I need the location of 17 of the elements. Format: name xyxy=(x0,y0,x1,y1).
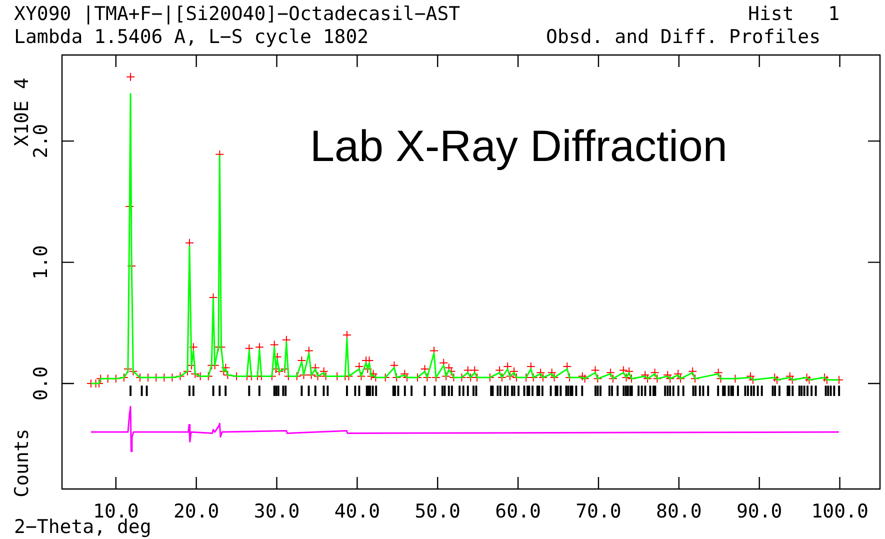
x-tick-label: 50.0 xyxy=(414,500,461,522)
x-tick-label: 70.0 xyxy=(576,500,622,522)
text: Hist 1 xyxy=(748,3,840,25)
annotation: Lab X-Ray Diffraction xyxy=(310,122,728,172)
y-tick-label: 0.0 xyxy=(30,366,52,401)
x-tick-label: 20.0 xyxy=(173,500,220,522)
x-tick-label: 90.0 xyxy=(736,500,782,522)
y-axis-title: Counts xyxy=(11,428,33,498)
x-tick-label: 30.0 xyxy=(254,500,300,522)
chart-title: XY090 |TMA+F−|[Si20O40]−Octadecasil−AST xyxy=(14,3,460,25)
x-tick-label: 100.0 xyxy=(811,500,868,522)
text: Obsd. and Diff. Profiles xyxy=(546,26,821,48)
x-tick-label: 40.0 xyxy=(334,500,380,522)
x-tick-label: 80.0 xyxy=(656,500,702,522)
chart-subtitle: Lambda 1.5406 A, L−S cycle 1802 xyxy=(14,26,369,48)
y-tick-label: 1.0 xyxy=(30,245,52,280)
x-tick-label: 60.0 xyxy=(495,500,541,522)
